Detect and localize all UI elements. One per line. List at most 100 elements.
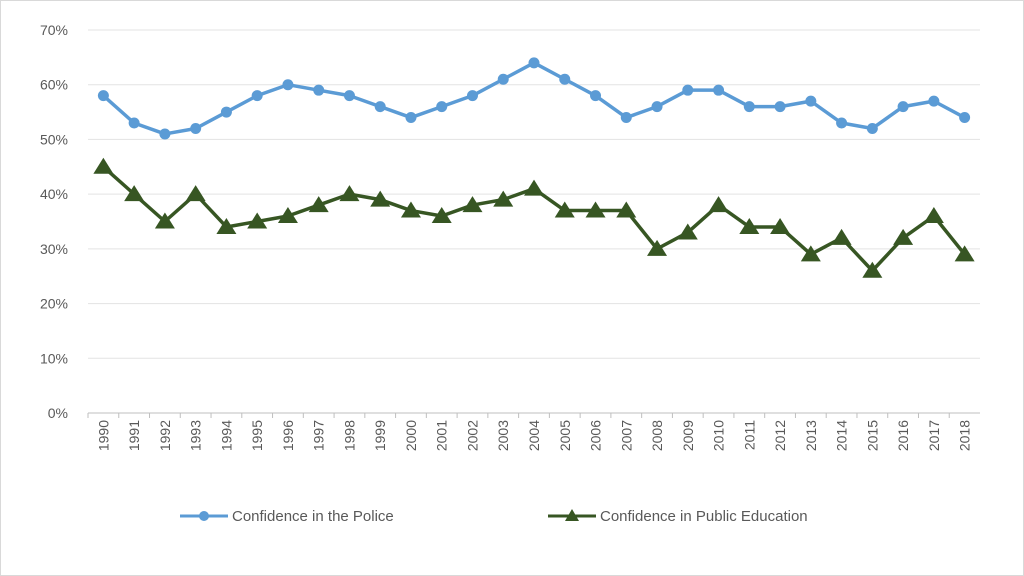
- legend-item-police[interactable]: Confidence in the Police: [180, 508, 394, 525]
- data-point[interactable]: [370, 190, 391, 207]
- data-point[interactable]: [97, 90, 109, 102]
- data-point[interactable]: [93, 157, 114, 174]
- y-tick-label: 0%: [48, 405, 68, 421]
- x-tick-label: 1991: [126, 420, 142, 451]
- series-0: [97, 57, 971, 140]
- data-point[interactable]: [616, 201, 637, 218]
- data-point[interactable]: [185, 185, 206, 202]
- x-tick-label: 2017: [926, 420, 942, 451]
- series-line: [102, 61, 966, 136]
- data-point[interactable]: [497, 73, 509, 85]
- data-point[interactable]: [559, 73, 571, 85]
- data-point[interactable]: [739, 217, 760, 234]
- data-point[interactable]: [677, 223, 698, 240]
- data-point[interactable]: [124, 185, 145, 202]
- data-point[interactable]: [682, 84, 694, 96]
- y-tick-label: 30%: [40, 241, 68, 257]
- legend-circle-marker: [199, 511, 209, 521]
- x-tick-label: 2005: [557, 420, 573, 451]
- data-point[interactable]: [713, 84, 725, 96]
- data-point[interactable]: [866, 122, 878, 134]
- legend-label-police: Confidence in the Police: [232, 508, 394, 525]
- y-tick-label: 60%: [40, 77, 68, 93]
- x-tick-label: 2014: [834, 420, 850, 451]
- data-point[interactable]: [836, 117, 848, 129]
- data-point[interactable]: [154, 212, 175, 229]
- data-point[interactable]: [620, 112, 632, 124]
- data-point[interactable]: [339, 185, 360, 202]
- data-point[interactable]: [247, 212, 268, 229]
- data-point[interactable]: [928, 95, 940, 107]
- data-point[interactable]: [220, 106, 232, 118]
- x-tick-label: 1992: [157, 420, 173, 451]
- data-point[interactable]: [805, 95, 817, 107]
- x-tick-label: 2011: [741, 420, 757, 450]
- data-point[interactable]: [431, 207, 452, 224]
- data-point[interactable]: [493, 190, 514, 207]
- data-point[interactable]: [554, 201, 575, 218]
- data-point[interactable]: [651, 101, 663, 113]
- data-point[interactable]: [831, 228, 852, 245]
- x-tick-label: 2009: [680, 420, 696, 451]
- data-point[interactable]: [462, 196, 483, 213]
- y-tick-label: 70%: [40, 22, 68, 38]
- x-tick-label: 1995: [249, 420, 265, 451]
- x-tick-label: 1999: [372, 420, 388, 451]
- data-point[interactable]: [590, 90, 602, 102]
- legend-item-education[interactable]: Confidence in Public Education: [548, 508, 808, 525]
- x-tick-label: 1996: [280, 420, 296, 451]
- legend: Confidence in the Police Confidence in P…: [180, 508, 808, 525]
- data-point[interactable]: [400, 201, 421, 218]
- data-point[interactable]: [343, 90, 355, 102]
- series-1: [93, 157, 975, 278]
- x-tick-label: 1998: [341, 420, 357, 451]
- data-point[interactable]: [313, 84, 325, 96]
- data-point[interactable]: [128, 117, 140, 129]
- x-tick-label: 2007: [618, 420, 634, 451]
- data-point[interactable]: [374, 101, 386, 113]
- data-point[interactable]: [405, 112, 417, 124]
- x-tick-label: 2010: [711, 420, 727, 451]
- data-point[interactable]: [708, 196, 729, 213]
- data-point[interactable]: [862, 261, 883, 278]
- x-tick-label: 1990: [95, 420, 111, 451]
- data-point[interactable]: [282, 79, 294, 91]
- data-point[interactable]: [923, 207, 944, 224]
- data-point[interactable]: [190, 122, 202, 134]
- x-tick-label: 1997: [311, 420, 327, 451]
- data-point[interactable]: [770, 217, 791, 234]
- data-point[interactable]: [277, 207, 298, 224]
- legend-label-education: Confidence in Public Education: [600, 508, 808, 525]
- x-tick-label: 2016: [895, 420, 911, 451]
- data-point[interactable]: [585, 201, 606, 218]
- y-tick-label: 50%: [40, 131, 68, 147]
- data-point[interactable]: [524, 179, 544, 196]
- data-point[interactable]: [466, 90, 478, 102]
- data-point[interactable]: [897, 101, 909, 113]
- x-tick-label: 2001: [434, 420, 450, 451]
- data-point[interactable]: [436, 101, 448, 113]
- data-point[interactable]: [774, 101, 786, 113]
- data-point[interactable]: [954, 245, 975, 262]
- x-tick-label: 2015: [864, 420, 880, 451]
- data-point[interactable]: [959, 112, 971, 124]
- data-point[interactable]: [528, 57, 540, 69]
- data-point[interactable]: [647, 239, 668, 256]
- y-tick-label: 10%: [40, 350, 68, 366]
- legend-triangle-marker: [565, 509, 579, 521]
- x-tick-label: 2018: [957, 420, 973, 451]
- data-point[interactable]: [159, 128, 171, 140]
- data-point[interactable]: [251, 90, 263, 102]
- x-tick-label: 2004: [526, 420, 542, 451]
- data-point[interactable]: [800, 245, 821, 262]
- data-point[interactable]: [743, 101, 755, 113]
- x-tick-label: 2006: [588, 420, 604, 451]
- x-tick-label: 2002: [464, 420, 480, 451]
- data-point[interactable]: [216, 217, 237, 234]
- x-tick-label: 2003: [495, 420, 511, 451]
- data-point[interactable]: [308, 196, 329, 213]
- data-point[interactable]: [893, 228, 914, 245]
- x-axis: 1990 1991 1992 1993 1994 1995 1996 1997 1998 1999…: [87, 413, 973, 451]
- gridlines: [88, 29, 980, 414]
